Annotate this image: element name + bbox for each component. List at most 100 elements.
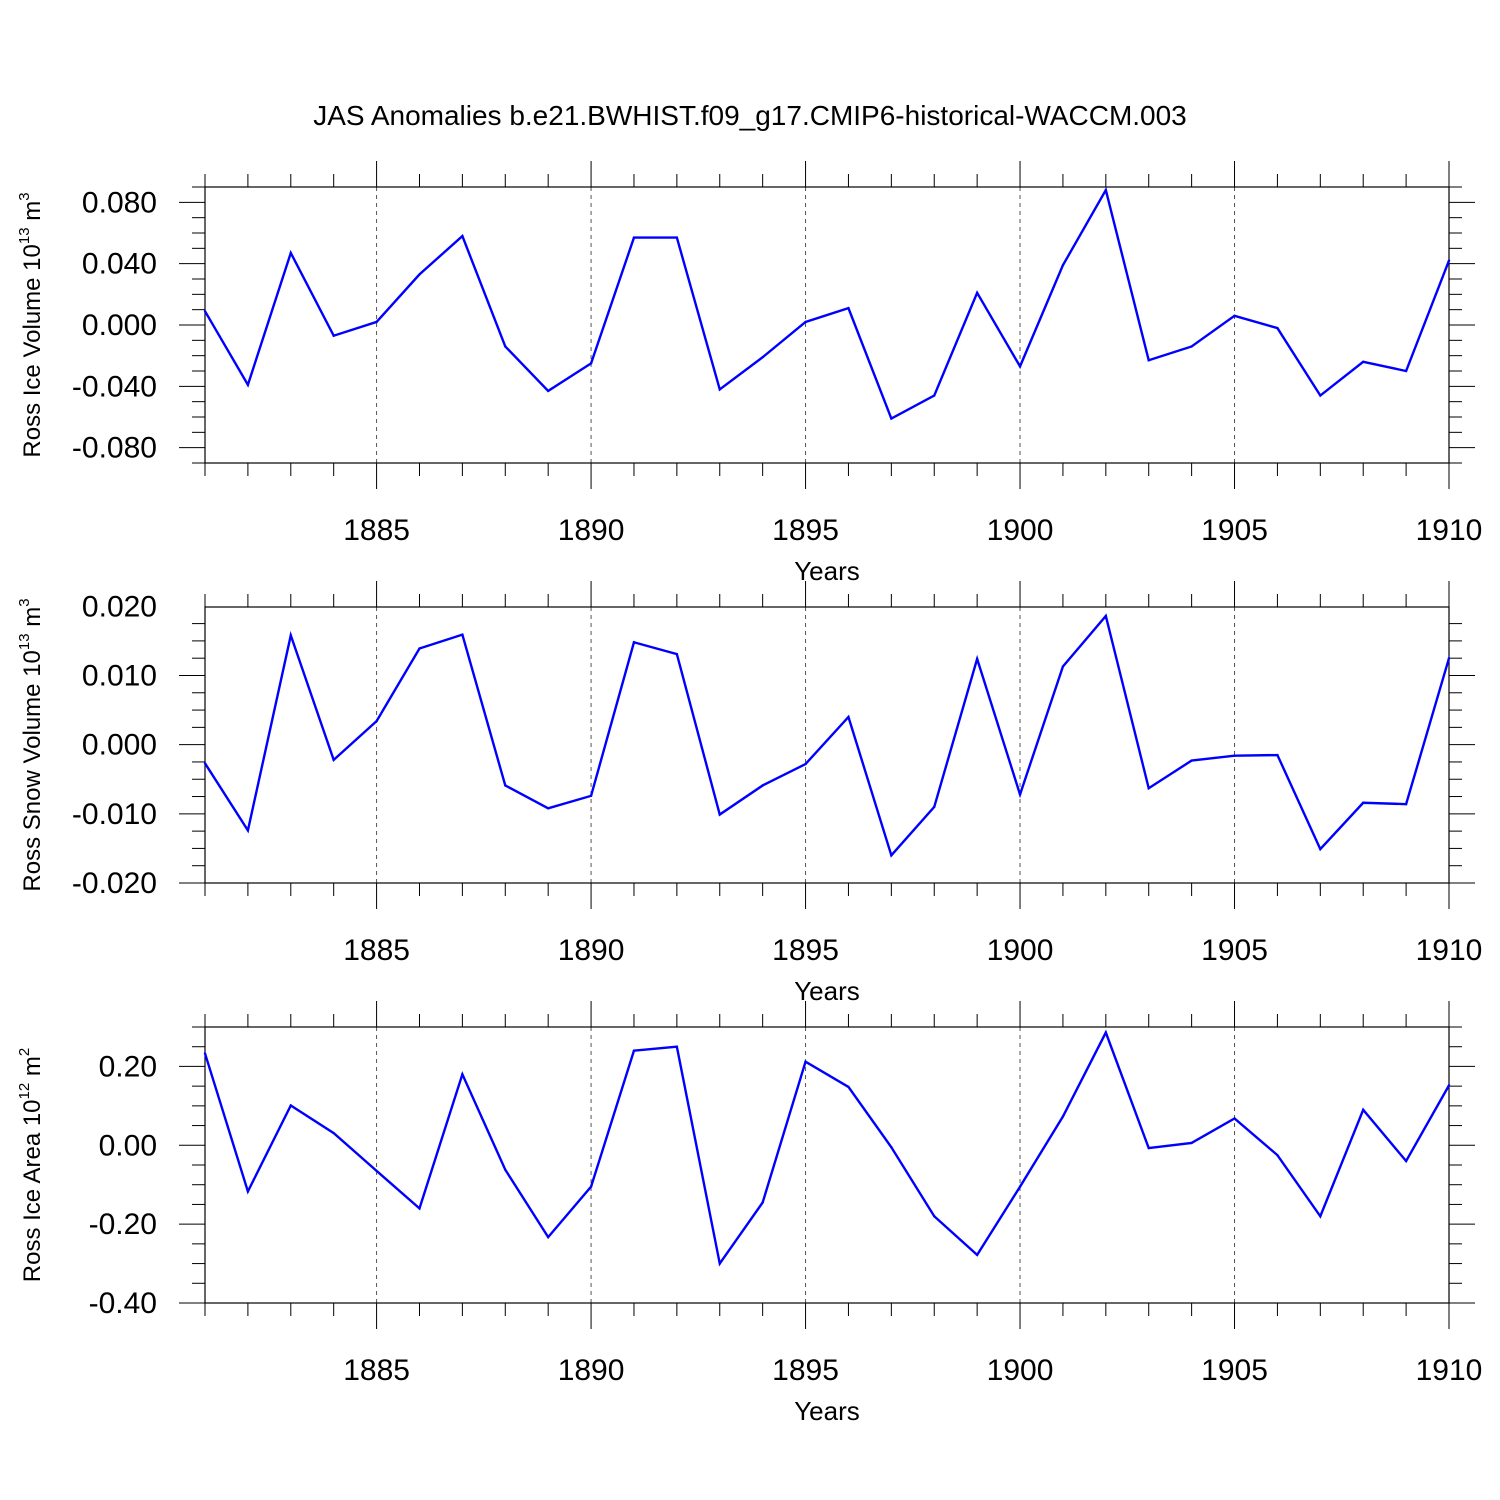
chart-panel-3: -0.40 -0.20 0.00 0.20 1885 1890 1895 1900 1905 19…: [16, 1001, 1482, 1426]
y-axis-label-exponent: 12: [16, 1083, 33, 1100]
y-axis-label-text: Ross Snow Volume 10: [19, 650, 46, 891]
plot-frame: [204, 1026, 1450, 1304]
data-point: [289, 634, 292, 637]
data-point: [203, 762, 207, 765]
x-tick-label: 1890: [558, 514, 625, 547]
x-tick-label: 1905: [1201, 514, 1268, 547]
y-axis-label-unit-exponent: 2: [16, 1048, 33, 1056]
data-point: [1447, 259, 1451, 262]
data-point: [890, 417, 893, 420]
data-point: [1404, 802, 1408, 806]
data-point: [418, 1207, 421, 1210]
data-point: [1233, 1117, 1236, 1120]
data-point: [546, 389, 550, 393]
y-axis-label: Ross Snow Volume 1013 m3: [16, 598, 46, 891]
data-point: [1362, 801, 1365, 804]
y-tick-label: -0.20: [89, 1208, 157, 1241]
data-point: [504, 345, 507, 348]
data-point: [1018, 1185, 1022, 1188]
data-point: [1447, 656, 1451, 660]
data-point: [1190, 759, 1193, 762]
data-point: [675, 1045, 679, 1048]
x-tick-label: 1905: [1201, 934, 1268, 967]
x-tick-label: 1890: [558, 1354, 625, 1387]
data-point: [632, 1049, 636, 1052]
data-point: [418, 273, 421, 276]
data-point: [375, 1169, 378, 1173]
data-point: [890, 854, 893, 857]
y-tick-label: 0.020: [82, 590, 157, 623]
data-point: [632, 236, 636, 239]
data-point: [589, 1185, 593, 1188]
data-point: [1018, 365, 1022, 368]
x-tick-label: 1885: [343, 934, 410, 967]
data-point: [847, 715, 850, 719]
series-line: [203, 613, 1451, 858]
data-point: [675, 652, 679, 656]
x-tick-label: 1910: [1416, 934, 1483, 967]
data-point: [804, 320, 807, 324]
x-tick-label: 1900: [987, 934, 1054, 967]
data-point: [761, 1201, 764, 1204]
data-point: [1319, 1215, 1322, 1218]
x-tick-label: 1895: [772, 934, 839, 967]
series-line: [203, 1029, 1451, 1267]
data-point: [1404, 1159, 1408, 1163]
data-point: [1276, 753, 1279, 757]
x-axis-label: Years: [794, 976, 860, 1006]
data-point: [332, 334, 335, 337]
x-tick-label: 1895: [772, 514, 839, 547]
y-axis-label-text: Ross Ice Area 10: [19, 1099, 46, 1282]
data-point: [289, 1104, 292, 1107]
y-axis-label-text: Ross Ice Volume 10: [19, 244, 46, 457]
data-point: [1319, 847, 1322, 851]
y-tick-label: 0.000: [82, 729, 157, 762]
data-point: [718, 388, 721, 391]
data-point: [203, 1052, 207, 1055]
data-point: [804, 1060, 807, 1063]
data-point: [761, 784, 764, 787]
data-point: [546, 807, 550, 810]
data-point: [975, 291, 979, 294]
data-point: [1362, 1108, 1365, 1112]
data-point: [1104, 188, 1108, 192]
x-tick-label: 1885: [343, 1354, 410, 1387]
data-point: [504, 784, 507, 787]
data-point: [933, 394, 936, 397]
y-tick-label: 0.080: [82, 186, 157, 219]
x-tick-label: 1890: [558, 934, 625, 967]
y-axis-label-exponent: 13: [16, 633, 33, 650]
data-point: [1190, 345, 1193, 348]
data-point: [718, 813, 721, 816]
data-point: [246, 383, 250, 386]
data-point: [1147, 359, 1150, 362]
data-point: [1147, 1146, 1150, 1150]
y-axis-label-unit: m: [19, 201, 46, 228]
data-point: [1404, 369, 1408, 373]
data-point: [504, 1168, 507, 1171]
y-tick-label: -0.010: [72, 798, 157, 831]
x-tick-label: 1895: [772, 1354, 839, 1387]
chart-panel-2: -0.020 -0.010 0.000 0.010 0.020 1885 1890 1895 1…: [16, 581, 1482, 1006]
data-point: [804, 762, 807, 766]
data-point: [246, 829, 250, 832]
data-point: [546, 1235, 550, 1239]
y-tick-label: 0.040: [82, 248, 157, 281]
panels: -0.080 -0.040 0.000 0.040 0.080 1885 1890 1895 1…: [16, 161, 1482, 1426]
data-point: [1061, 1115, 1065, 1118]
figure-title: JAS Anomalies b.e21.BWHIST.f09_g17.CMIP6…: [313, 100, 1187, 131]
data-point: [632, 641, 636, 644]
data-point: [847, 306, 850, 310]
data-point: [1447, 1084, 1451, 1087]
x-tick-label: 1900: [987, 514, 1054, 547]
data-point: [890, 1146, 893, 1149]
data-point: [1104, 614, 1108, 618]
plot-frame: [204, 606, 1450, 884]
x-tick-label: 1905: [1201, 1354, 1268, 1387]
y-axis-label-unit: m: [19, 1056, 46, 1083]
data-point: [1276, 1153, 1279, 1157]
data-point: [1147, 787, 1150, 790]
y-tick-label: 0.00: [99, 1129, 157, 1162]
data-point: [332, 1131, 335, 1135]
